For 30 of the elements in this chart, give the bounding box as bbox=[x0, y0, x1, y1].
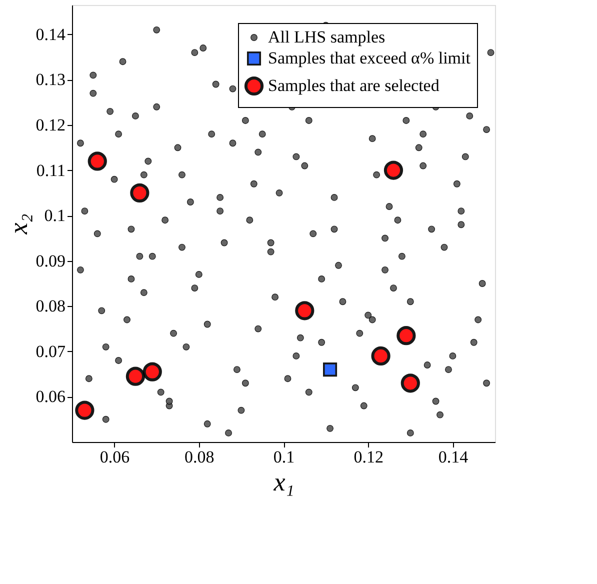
y-tick-label: 0.11 bbox=[36, 160, 66, 180]
y-axis-title: x₂ bbox=[4, 214, 33, 236]
point bbox=[88, 152, 107, 171]
y-tick-label: 0.08 bbox=[36, 296, 66, 316]
x-tick-label: 0.1 bbox=[273, 448, 295, 466]
x-tick-label: 0.08 bbox=[184, 448, 214, 466]
point bbox=[142, 362, 162, 382]
point bbox=[75, 400, 94, 420]
y-tick-label: 0.07 bbox=[36, 342, 66, 361]
x-tick-label: 0.06 bbox=[100, 448, 130, 466]
point bbox=[126, 366, 146, 386]
x-axis-title: x₁ bbox=[272, 468, 294, 496]
y-tick-label: 0.1 bbox=[44, 206, 66, 226]
point bbox=[384, 160, 404, 180]
y-tick-label: 0.14 bbox=[36, 24, 66, 44]
y-tick-label: 0.13 bbox=[36, 70, 66, 90]
x-tick-label: 0.14 bbox=[438, 448, 469, 466]
legend-label: Samples that are selected bbox=[268, 76, 440, 95]
point bbox=[323, 362, 338, 377]
point bbox=[396, 326, 416, 346]
point bbox=[371, 346, 390, 366]
point bbox=[295, 301, 314, 320]
x-tick-label: 0.12 bbox=[354, 448, 384, 466]
y-tick-label: 0.09 bbox=[36, 251, 66, 270]
y-tick-label: 0.06 bbox=[36, 387, 66, 406]
point bbox=[130, 183, 150, 202]
legend-label: Samples that exceed α% limit bbox=[268, 48, 471, 68]
legend-label: All LHS samples bbox=[268, 28, 386, 46]
y-tick-label: 0.12 bbox=[36, 116, 66, 135]
point bbox=[400, 374, 420, 393]
